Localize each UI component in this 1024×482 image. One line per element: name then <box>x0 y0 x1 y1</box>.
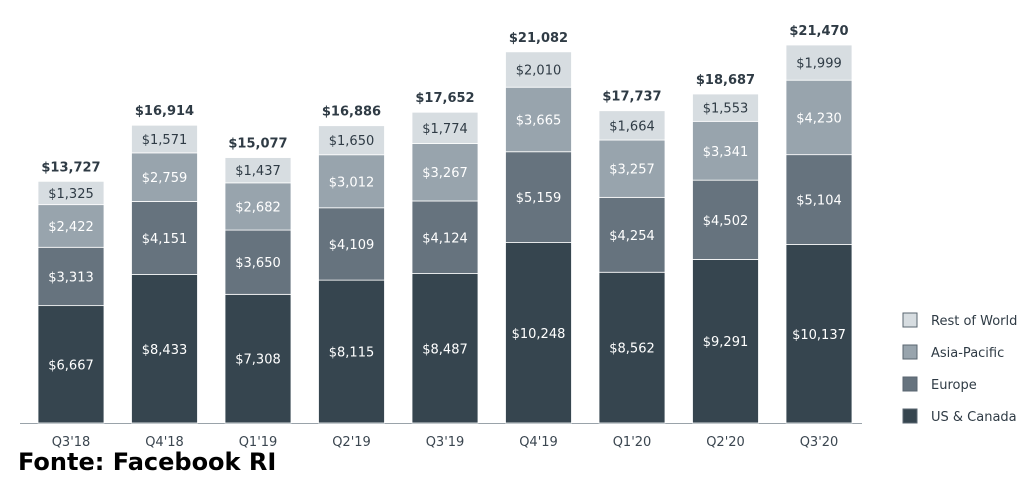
bar-segment-europe <box>411 200 479 274</box>
segment-value-label: $3,012 <box>329 175 375 190</box>
bar-segment-asia-pacific <box>598 139 666 198</box>
bar-segment-us-canada <box>692 259 759 424</box>
bar-segment-rest-of-world <box>785 44 853 81</box>
x-tick-label: Q1'20 <box>613 435 652 450</box>
segment-value-label: $8,433 <box>142 343 188 358</box>
bar-segment-asia-pacific <box>224 182 292 231</box>
segment-value-label: $10,248 <box>512 327 566 342</box>
bar-segment-europe <box>318 207 385 281</box>
total-value-label: $16,914 <box>135 104 194 119</box>
bar-segment-europe <box>37 246 105 307</box>
x-tick-label: Q2'20 <box>706 435 745 450</box>
segment-value-label: $3,267 <box>422 166 468 181</box>
segment-value-label: $2,682 <box>235 200 281 215</box>
segment-value-label: $10,137 <box>792 328 846 343</box>
segment-value-label: $8,562 <box>609 342 655 357</box>
legend-label: Europe <box>931 378 977 393</box>
total-value-label: $13,727 <box>41 160 100 175</box>
bar-segment-us-canada <box>505 242 572 424</box>
segment-value-label: $6,667 <box>48 358 94 373</box>
bar-segment-rest-of-world <box>411 111 479 144</box>
x-tick-label: Q4'18 <box>145 435 184 450</box>
segment-value-label: $1,999 <box>796 57 842 72</box>
bar-segment-us-canada <box>318 279 385 424</box>
x-tick-label: Q2'19 <box>332 435 371 450</box>
segment-value-label: $7,308 <box>235 353 281 368</box>
bar-segment-rest-of-world <box>692 93 759 122</box>
legend-swatch <box>902 408 918 424</box>
bar-segment-asia-pacific <box>505 86 572 153</box>
segment-value-label: $2,422 <box>48 220 94 235</box>
segment-value-label: $9,291 <box>703 335 749 350</box>
bar-segment-europe <box>505 151 572 243</box>
x-tick-label: Q3'18 <box>52 435 91 450</box>
total-value-label: $18,687 <box>696 73 755 88</box>
segment-value-label: $4,124 <box>422 231 468 246</box>
segment-value-label: $2,759 <box>142 171 188 186</box>
segment-value-label: $1,774 <box>422 122 468 137</box>
segment-value-label: $1,553 <box>703 102 749 117</box>
legend-label: Rest of World <box>931 314 1017 329</box>
bar-segment-rest-of-world <box>37 180 105 206</box>
bar-segment-rest-of-world <box>505 51 572 88</box>
segment-value-label: $4,502 <box>703 214 749 229</box>
bar-segment-us-canada <box>411 273 479 424</box>
segment-value-label: $3,665 <box>516 113 562 128</box>
segment-value-label: $3,313 <box>48 270 94 285</box>
total-value-label: $21,470 <box>789 24 848 39</box>
total-value-label: $15,077 <box>228 137 287 152</box>
segment-value-label: $4,151 <box>142 232 188 247</box>
segment-value-label: $1,437 <box>235 164 281 179</box>
bar-segment-us-canada <box>37 305 105 424</box>
legend-label: Asia-Pacific <box>931 346 1004 361</box>
segment-value-label: $1,664 <box>609 119 655 134</box>
total-value-label: $17,652 <box>415 91 474 106</box>
segment-value-label: $1,571 <box>142 133 188 148</box>
bar-segment-europe <box>598 196 666 273</box>
segment-value-label: $5,104 <box>796 194 842 209</box>
segment-value-label: $3,257 <box>609 163 655 178</box>
bar-segment-us-canada <box>598 271 666 424</box>
segment-value-label: $1,650 <box>329 134 375 149</box>
bar-segment-us-canada <box>224 293 292 424</box>
segment-value-label: $1,325 <box>48 187 94 202</box>
bar-segment-rest-of-world <box>318 125 385 156</box>
bar-segment-europe <box>131 201 198 275</box>
total-value-label: $17,737 <box>602 90 661 105</box>
segment-value-label: $5,159 <box>516 191 562 206</box>
x-tick-label: Q3'20 <box>800 435 839 450</box>
total-value-label: $21,082 <box>509 31 568 46</box>
segment-value-label: $8,115 <box>329 346 375 361</box>
bar-segment-europe <box>692 179 759 260</box>
segment-value-label: $4,109 <box>329 238 375 253</box>
segment-value-label: $8,487 <box>422 342 468 357</box>
source-note: Fonte: Facebook RI <box>18 448 277 476</box>
bar-segment-rest-of-world <box>224 157 292 184</box>
bar-segment-asia-pacific <box>785 79 853 156</box>
segment-value-label: $3,341 <box>703 145 749 160</box>
segment-value-label: $3,650 <box>235 256 281 271</box>
bar-segment-asia-pacific <box>318 154 385 209</box>
bar-segment-asia-pacific <box>131 152 198 202</box>
bar-segment-asia-pacific <box>411 143 479 202</box>
segment-value-label: $2,010 <box>516 64 562 79</box>
legend-swatch <box>902 376 918 392</box>
legend-swatch <box>902 312 918 328</box>
x-tick-label: Q4'19 <box>519 435 558 450</box>
segment-value-label: $4,230 <box>796 111 842 126</box>
x-tick-label: Q3'19 <box>426 435 465 450</box>
legend-swatch <box>902 344 918 360</box>
bar-segment-rest-of-world <box>598 110 666 141</box>
total-value-label: $16,886 <box>322 105 381 120</box>
x-tick-label: Q1'19 <box>239 435 278 450</box>
legend-label: US & Canada <box>931 410 1017 425</box>
bar-segment-rest-of-world <box>131 124 198 154</box>
segment-value-label: $4,254 <box>609 229 655 244</box>
bar-segment-europe <box>785 154 853 245</box>
bar-segment-us-canada <box>131 274 198 424</box>
